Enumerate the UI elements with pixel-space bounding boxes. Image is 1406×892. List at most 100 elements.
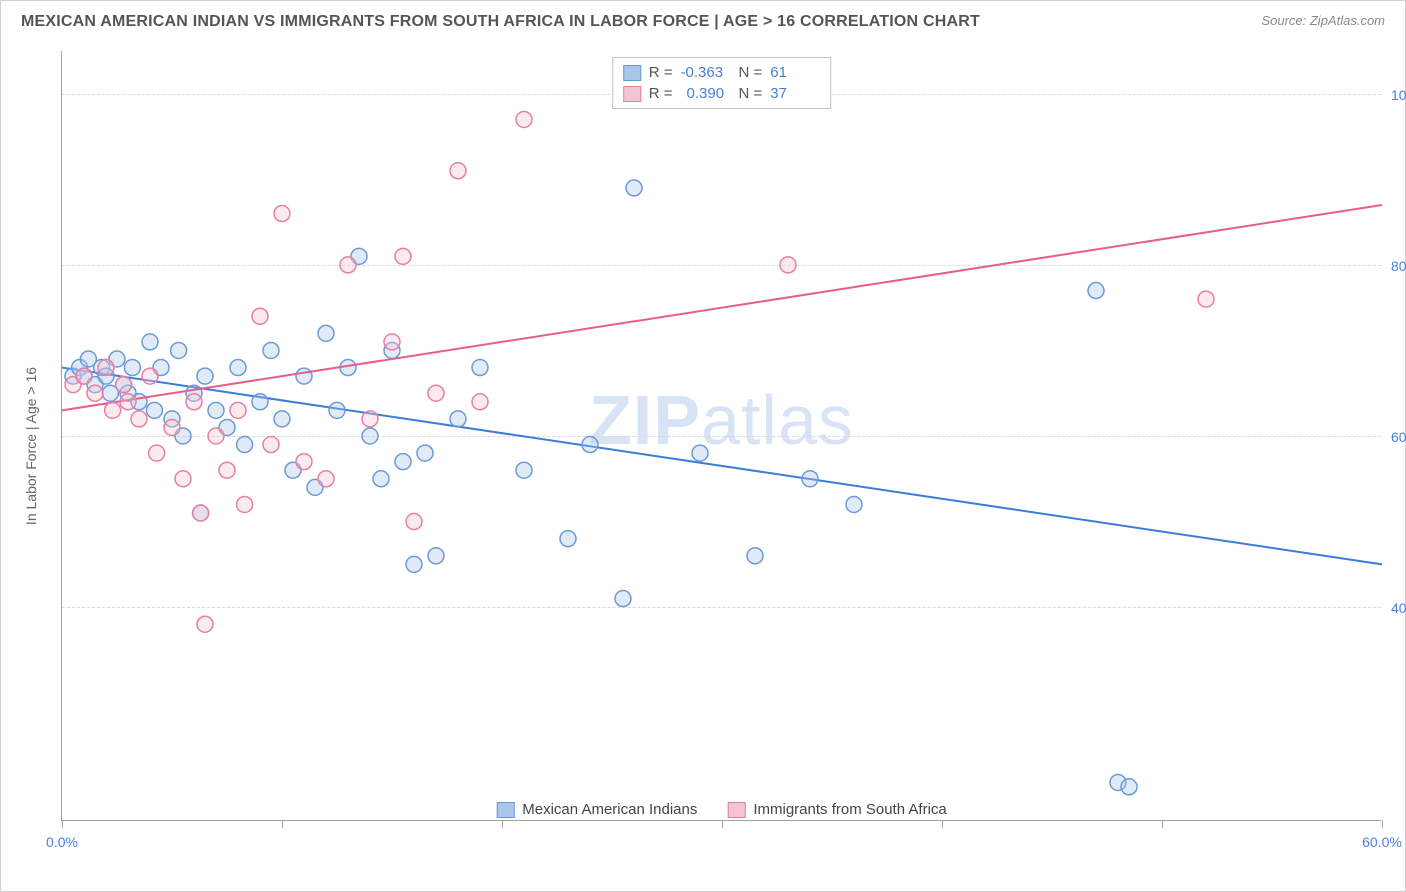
- scatter-point-south_africa: [230, 402, 246, 418]
- scatter-point-mexican: [417, 445, 433, 461]
- scatter-point-mexican: [263, 342, 279, 358]
- scatter-point-south_africa: [219, 462, 235, 478]
- scatter-point-south_africa: [406, 514, 422, 530]
- scatter-point-mexican: [208, 402, 224, 418]
- scatter-point-south_africa: [197, 616, 213, 632]
- scatter-point-south_africa: [142, 368, 158, 384]
- xtick: [1162, 820, 1163, 828]
- ytick-label: 80.0%: [1391, 258, 1406, 274]
- scatter-point-mexican: [274, 411, 290, 427]
- scatter-point-mexican: [296, 368, 312, 384]
- legend-swatch-south-africa: [727, 802, 745, 818]
- source-attribution: Source: ZipAtlas.com: [1261, 13, 1385, 28]
- xtick-label: 0.0%: [46, 834, 78, 850]
- scatter-point-mexican: [802, 471, 818, 487]
- scatter-point-south_africa: [472, 394, 488, 410]
- scatter-point-south_africa: [149, 445, 165, 461]
- scatter-point-south_africa: [175, 471, 191, 487]
- scatter-point-south_africa: [384, 334, 400, 350]
- xtick-label: 60.0%: [1362, 834, 1402, 850]
- scatter-point-mexican: [230, 360, 246, 376]
- scatter-point-south_africa: [340, 257, 356, 273]
- legend-item-south-africa: Immigrants from South Africa: [727, 801, 946, 818]
- scatter-point-mexican: [146, 402, 162, 418]
- scatter-point-mexican: [362, 428, 378, 444]
- scatter-point-mexican: [406, 556, 422, 572]
- scatter-point-mexican: [142, 334, 158, 350]
- scatter-point-mexican: [1088, 283, 1104, 299]
- n-value-2: 37: [770, 85, 820, 102]
- r-value-2: 0.390: [681, 85, 731, 102]
- chart-title: MEXICAN AMERICAN INDIAN VS IMMIGRANTS FR…: [21, 13, 980, 31]
- scatter-point-south_africa: [131, 411, 147, 427]
- scatter-point-mexican: [560, 531, 576, 547]
- scatter-point-mexican: [747, 548, 763, 564]
- scatter-point-south_africa: [116, 377, 132, 393]
- scatter-point-south_africa: [87, 385, 103, 401]
- scatter-point-south_africa: [193, 505, 209, 521]
- legend-label-mexican: Mexican American Indians: [522, 801, 697, 818]
- scatter-point-mexican: [692, 445, 708, 461]
- scatter-point-south_africa: [450, 163, 466, 179]
- y-axis-label: In Labor Force | Age > 16: [23, 367, 39, 525]
- scatter-point-south_africa: [318, 471, 334, 487]
- scatter-point-mexican: [171, 342, 187, 358]
- scatter-point-mexican: [318, 325, 334, 341]
- scatter-point-south_africa: [252, 308, 268, 324]
- plot-svg: [62, 51, 1381, 820]
- xtick: [1382, 820, 1383, 828]
- scatter-point-south_africa: [120, 394, 136, 410]
- scatter-point-south_africa: [164, 419, 180, 435]
- scatter-point-mexican: [846, 496, 862, 512]
- scatter-point-south_africa: [516, 111, 532, 127]
- scatter-point-south_africa: [263, 437, 279, 453]
- scatter-point-south_africa: [105, 402, 121, 418]
- scatter-point-mexican: [1121, 779, 1137, 795]
- chart-container: MEXICAN AMERICAN INDIAN VS IMMIGRANTS FR…: [0, 0, 1406, 892]
- scatter-point-south_africa: [186, 394, 202, 410]
- r-label-1: R =: [649, 64, 673, 81]
- xtick: [62, 820, 63, 828]
- stats-legend: R = -0.363 N = 61 R = 0.390 N = 37: [612, 57, 832, 109]
- scatter-point-south_africa: [1198, 291, 1214, 307]
- plot-area: ZIPatlas 40.0%60.0%80.0%100.0% R = -0.36…: [61, 51, 1381, 821]
- n-value-1: 61: [770, 64, 820, 81]
- stats-row-2: R = 0.390 N = 37: [623, 83, 821, 104]
- scatter-point-south_africa: [780, 257, 796, 273]
- header-row: MEXICAN AMERICAN INDIAN VS IMMIGRANTS FR…: [21, 13, 1385, 31]
- n-label-2: N =: [739, 85, 763, 102]
- scatter-point-south_africa: [296, 454, 312, 470]
- scatter-point-mexican: [472, 360, 488, 376]
- scatter-point-south_africa: [237, 496, 253, 512]
- swatch-south-africa: [623, 86, 641, 102]
- scatter-point-mexican: [450, 411, 466, 427]
- scatter-point-south_africa: [395, 248, 411, 264]
- scatter-point-south_africa: [208, 428, 224, 444]
- bottom-legend: Mexican American Indians Immigrants from…: [496, 801, 947, 818]
- scatter-point-mexican: [124, 360, 140, 376]
- scatter-point-mexican: [329, 402, 345, 418]
- scatter-point-south_africa: [76, 368, 92, 384]
- scatter-point-mexican: [615, 591, 631, 607]
- scatter-point-mexican: [395, 454, 411, 470]
- r-label-2: R =: [649, 85, 673, 102]
- legend-label-south-africa: Immigrants from South Africa: [753, 801, 946, 818]
- scatter-point-south_africa: [362, 411, 378, 427]
- scatter-point-mexican: [252, 394, 268, 410]
- scatter-point-south_africa: [274, 206, 290, 222]
- scatter-point-mexican: [582, 437, 598, 453]
- r-value-1: -0.363: [681, 64, 731, 81]
- legend-item-mexican: Mexican American Indians: [496, 801, 697, 818]
- ytick-label: 100.0%: [1391, 87, 1406, 103]
- scatter-point-mexican: [428, 548, 444, 564]
- scatter-point-south_africa: [428, 385, 444, 401]
- stats-row-1: R = -0.363 N = 61: [623, 62, 821, 83]
- ytick-label: 40.0%: [1391, 600, 1406, 616]
- legend-swatch-mexican: [496, 802, 514, 818]
- swatch-mexican: [623, 65, 641, 81]
- xtick: [502, 820, 503, 828]
- scatter-point-mexican: [626, 180, 642, 196]
- scatter-point-south_africa: [98, 360, 114, 376]
- n-label-1: N =: [739, 64, 763, 81]
- scatter-point-mexican: [516, 462, 532, 478]
